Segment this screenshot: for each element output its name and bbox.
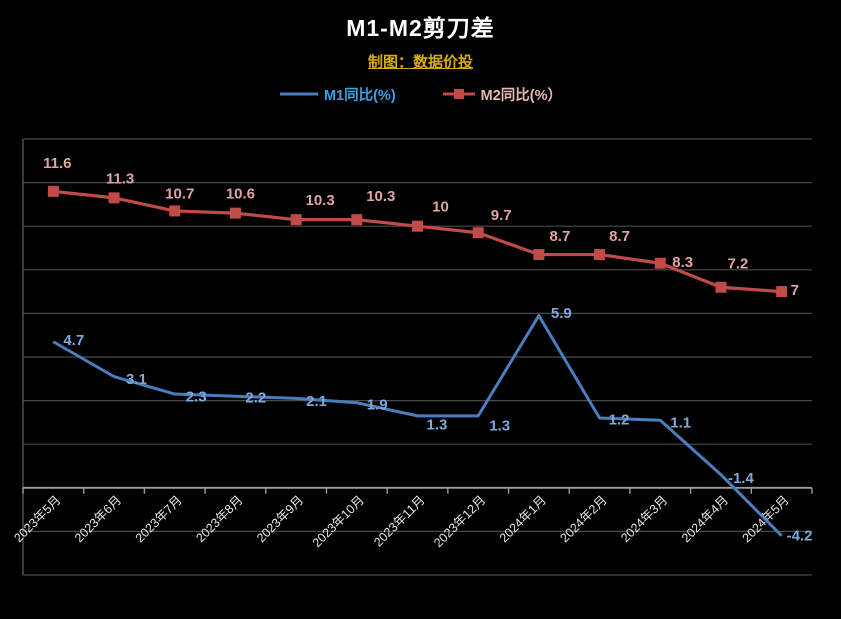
x-tick-label: 2024年2月 <box>558 493 610 545</box>
m2-data-label: 8.7 <box>549 228 570 245</box>
m2-data-label: 10.7 <box>165 185 194 202</box>
m2-data-label: 10.3 <box>306 192 335 209</box>
chart-title: M1-M2剪刀差 <box>346 15 495 41</box>
m2-data-label: 10.3 <box>366 188 395 205</box>
m2-data-label: 8.7 <box>609 228 630 245</box>
m2-data-label: 7.2 <box>728 256 749 273</box>
m1-data-label: 1.2 <box>609 412 630 429</box>
m1-data-label: 2.3 <box>186 389 207 406</box>
m1-data-label: -4.2 <box>787 527 813 544</box>
x-tick-label: 2023年11月 <box>371 493 427 549</box>
m2-data-label: 10 <box>432 199 449 216</box>
m2-marker <box>412 220 423 232</box>
m1-data-label: 3.1 <box>126 371 147 388</box>
legend-label-m2: M2同比(%） <box>480 87 563 104</box>
x-tick-label: 2023年7月 <box>133 493 185 545</box>
x-tick-label: 2024年1月 <box>497 493 549 545</box>
m2-data-label: 10.6 <box>226 186 255 203</box>
x-tick-label: 2023年8月 <box>193 493 245 545</box>
m2-marker <box>229 207 241 219</box>
m2-marker <box>169 205 181 217</box>
m2-marker <box>47 185 59 197</box>
m2-marker <box>594 249 606 261</box>
m2-data-label: 11.3 <box>106 170 134 187</box>
x-axis <box>22 486 813 494</box>
m1-data-labels: 4.7 3.1 2.3 2.2 2.1 1.9 1.3 1.3 5.9 1.2 1.1 -1.4 -4.… <box>63 305 812 544</box>
m1-data-label: 5.9 <box>551 305 572 322</box>
x-tick-label: 2023年6月 <box>72 493 124 545</box>
m1-data-label: 1.1 <box>670 415 691 432</box>
m1-data-label: -1.4 <box>728 470 755 487</box>
series-m2 <box>47 185 788 298</box>
chart-subtitle: 制图：数据价投 <box>367 54 473 71</box>
legend-item-m2: M2同比(%） <box>442 84 562 105</box>
m2-marker <box>654 257 666 269</box>
m2-marker <box>108 192 120 204</box>
series-m1 <box>52 314 783 537</box>
m2-data-labels: 11.6 11.3 10.7 10.6 10.3 10.3 10 9.7 8.7 8.7 8.3 7.… <box>43 155 799 299</box>
m1-data-label: 2.2 <box>245 390 266 407</box>
x-tick-label: 2023年5月 <box>11 493 63 545</box>
m1-line-swatch-icon <box>279 92 318 96</box>
x-tick-label: 2024年3月 <box>618 493 670 545</box>
m2-data-label: 7 <box>791 282 799 299</box>
legend: M1同比(%) M2同比(%） <box>0 83 841 105</box>
m1-data-label: 4.7 <box>63 332 84 349</box>
m1-data-label: 2.1 <box>306 393 327 410</box>
m1-line <box>52 314 783 537</box>
m2-marker <box>533 249 545 261</box>
legend-item-m1: M1同比(%) <box>279 84 396 105</box>
x-tick-label: 2023年12月 <box>431 493 488 550</box>
x-tick-label: 2023年9月 <box>254 493 306 545</box>
m2-marker <box>290 214 302 226</box>
m2-marker <box>472 227 484 239</box>
m2-line <box>53 189 782 294</box>
x-tick-label: 2023年10月 <box>310 493 367 550</box>
m2-data-label: 11.6 <box>43 155 71 172</box>
legend-label-m1: M1同比(%) <box>323 87 396 104</box>
m1-data-label: 1.9 <box>367 396 388 413</box>
m2-data-label: 9.7 <box>491 207 512 224</box>
m1-data-label: 1.3 <box>427 416 448 433</box>
m2-marker <box>351 214 363 226</box>
m2-line-marker-swatch-icon <box>442 89 475 99</box>
m1-data-label: 1.3 <box>489 417 510 434</box>
x-tick-label: 2024年4月 <box>679 493 731 545</box>
m2-marker <box>776 286 788 298</box>
m2-marker <box>715 281 727 293</box>
x-axis-labels: 2023年5月 2023年6月 2023年7月 2023年8月 2023年9月 2023年… <box>11 493 791 550</box>
m2-data-label: 8.3 <box>672 254 693 271</box>
